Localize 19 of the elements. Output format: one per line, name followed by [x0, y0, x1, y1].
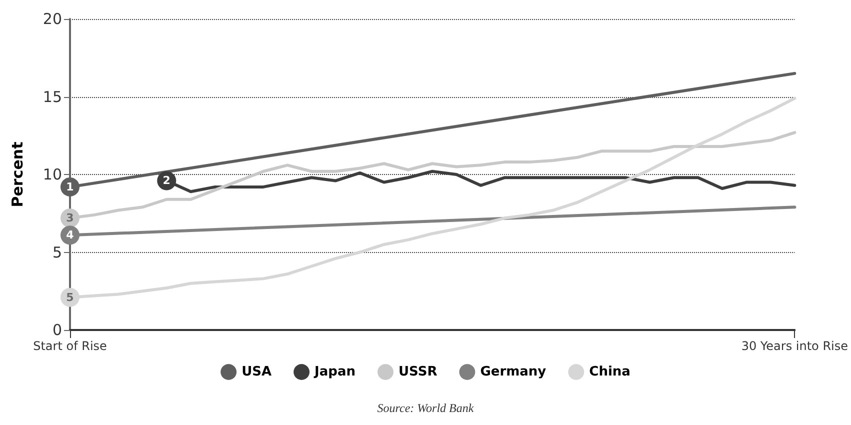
y-tick-label: 0: [52, 321, 62, 339]
legend-label: USA: [242, 364, 272, 380]
annotation: 5: [66, 290, 74, 304]
legend-label: Japan: [314, 364, 356, 380]
y-axis-title: Percent: [8, 142, 26, 208]
y-tick-label: 15: [42, 88, 62, 106]
y-tick-label: 20: [42, 10, 62, 28]
annotation: 2: [162, 174, 170, 188]
legend-label: USSR: [398, 364, 438, 380]
annotation: 1: [66, 180, 74, 194]
source-note: Source: World Bank: [377, 401, 474, 415]
annotation: 4: [66, 228, 74, 242]
y-tick-label: 10: [42, 166, 62, 184]
x-tick-label: 30 Years into Rise: [741, 339, 848, 353]
y-tick-label: 5: [52, 243, 62, 262]
legend-label: China: [589, 364, 630, 380]
annotation: 3: [66, 212, 74, 225]
x-tick-label: Start of Rise: [33, 339, 107, 353]
legend-label: Germany: [480, 364, 547, 380]
